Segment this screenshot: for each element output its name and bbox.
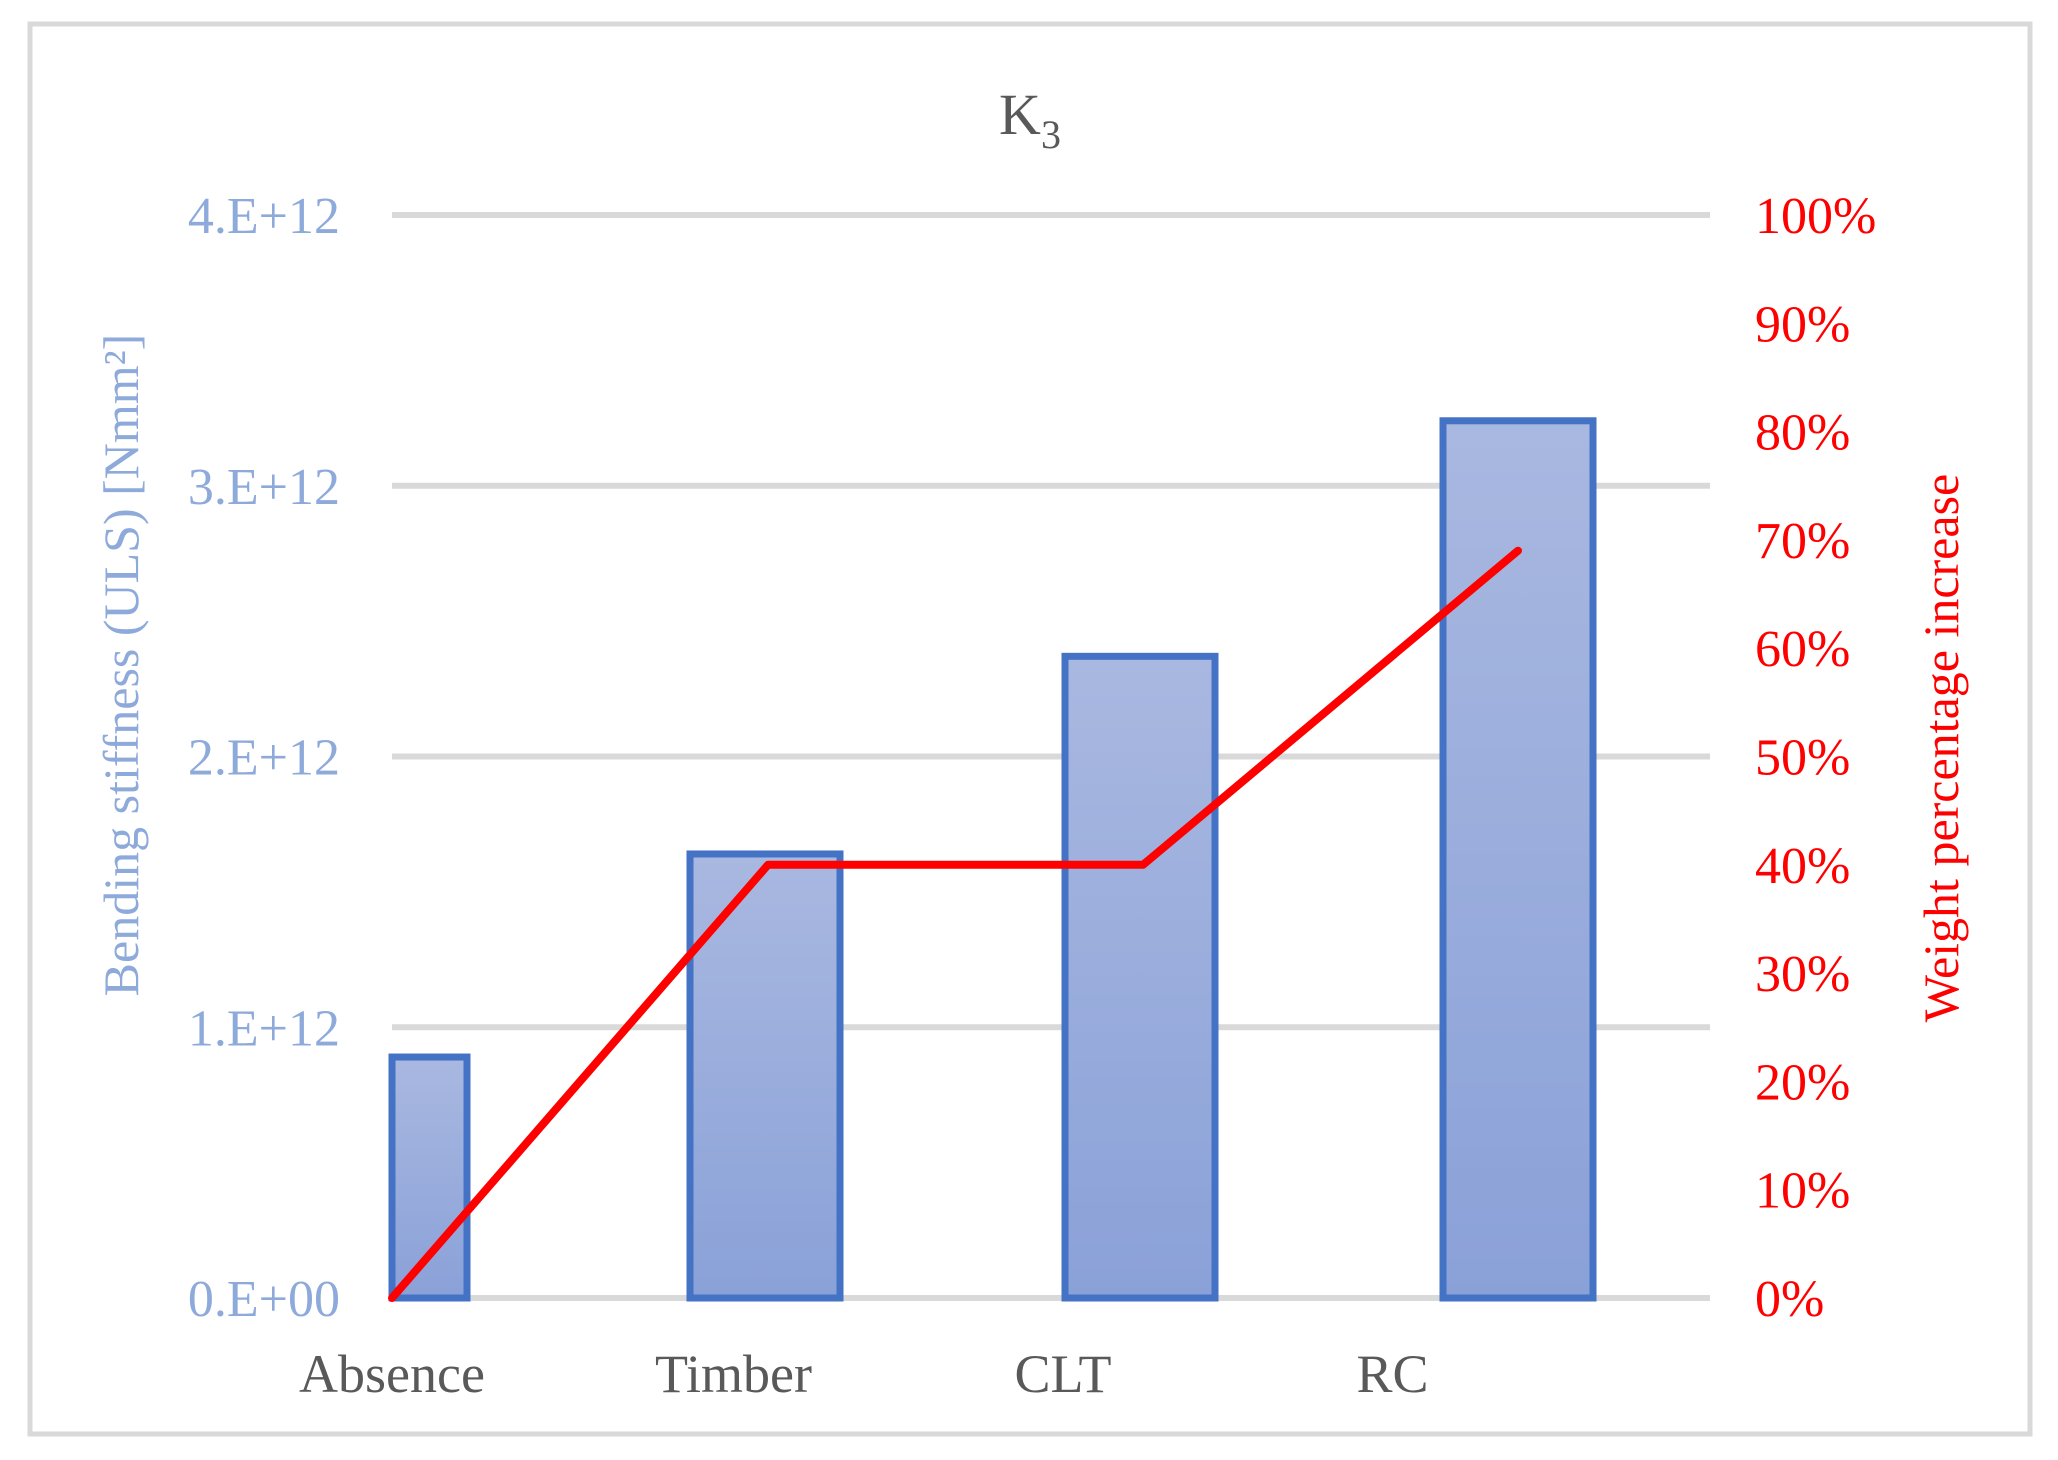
right-tick-label: 20% [1755,1054,1850,1111]
left-tick-label: 3.E+12 [188,459,340,516]
chart-title-subscript: 3 [1041,112,1061,157]
chart-title: K3 [999,82,1061,157]
category-label: Absence [299,1344,485,1404]
right-tick-label: 0% [1755,1271,1824,1328]
bar [388,1053,471,1302]
bar [1439,417,1597,1302]
chart-border [27,21,2033,1437]
left-axis-ticks: 0.E+00 1.E+12 2.E+12 3.E+12 4.E+12 [188,188,340,1328]
bar-series [388,417,1597,1302]
left-axis-label: Bending stiffness (ULS) [Nmm²] [93,334,149,997]
right-tick-label: 100% [1755,188,1876,245]
right-axis-ticks: 0% 10% 20% 30% 40% 50% 60% 70% 80% 90% 100% [1755,188,1876,1328]
left-tick-label: 2.E+12 [188,730,340,787]
right-axis-label: Weight percentage increase [1913,474,1969,1022]
right-tick-label: 40% [1755,838,1850,895]
right-tick-label: 50% [1755,730,1850,787]
right-tick-label: 10% [1755,1163,1850,1220]
right-tick-label: 30% [1755,946,1850,1003]
category-label: RC [1356,1344,1428,1404]
chart-title-main: K [999,82,1041,147]
line-series [388,546,1522,1302]
category-label: Timber [655,1344,812,1404]
bar [1061,652,1219,1302]
right-tick-label: 70% [1755,513,1850,570]
category-axis-labels: Absence Timber CLT RC [299,1344,1428,1404]
weight-line [388,546,1522,1302]
right-tick-label: 90% [1755,296,1850,353]
right-tick-label: 60% [1755,621,1850,678]
left-tick-label: 4.E+12 [188,188,340,245]
category-label: CLT [1014,1344,1111,1404]
bar [686,850,844,1302]
right-tick-label: 80% [1755,405,1850,462]
left-tick-label: 0.E+00 [188,1271,340,1328]
left-tick-label: 1.E+12 [188,1000,340,1057]
